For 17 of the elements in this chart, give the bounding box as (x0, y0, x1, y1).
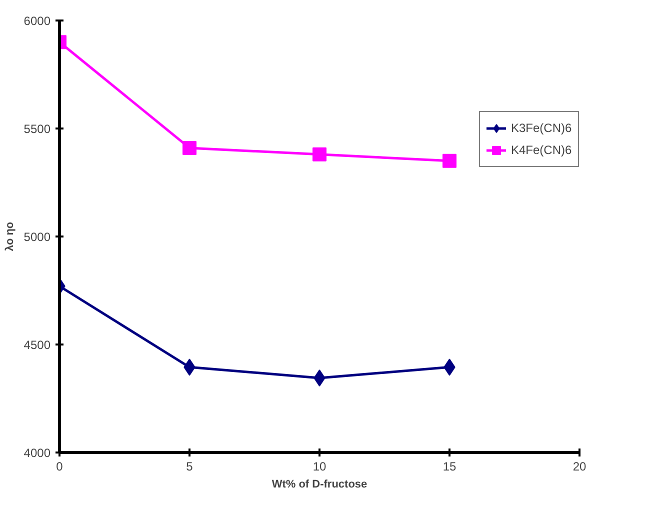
legend-label: K4Fe(CN)6 (511, 143, 572, 157)
x-axis-title: Wt% of D-fructose (272, 478, 368, 490)
x-tick-label: 0 (56, 460, 64, 474)
y-tick-label: 6000 (24, 14, 51, 28)
point (442, 154, 456, 168)
y-tick-label: 5000 (24, 230, 51, 244)
x-tick-label: 15 (442, 460, 456, 474)
legend-label: K3Fe(CN)6 (511, 121, 572, 135)
y-tick-label: 4500 (24, 338, 51, 352)
y-tick-label: 5500 (24, 122, 51, 136)
point (312, 147, 326, 162)
point (182, 140, 196, 155)
x-tick-label: 5 (186, 460, 194, 474)
y-tick-label: 4000 (24, 446, 51, 460)
x-tick-label: 10 (312, 460, 326, 474)
y-axis-title: λo ηo (4, 222, 16, 252)
x-tick-label: 20 (572, 460, 586, 474)
